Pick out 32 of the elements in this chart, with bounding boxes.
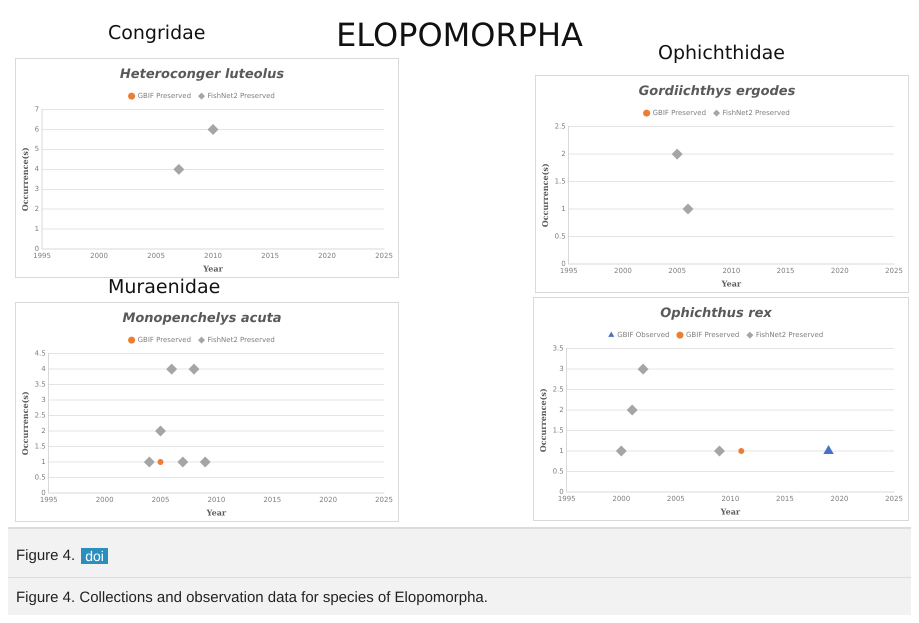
x-axis-title: Year [206,507,227,518]
point [616,446,627,457]
chart-title: Gordiichthys ergodes [638,84,796,100]
caption: Figure 4. Collections and observation data for species of Elopomorpha. [16,589,488,606]
chart-subtitle: Muraenidae [108,276,220,298]
point [177,456,188,468]
y-axis-title: Occurrence(s) [20,147,30,212]
point [166,364,178,375]
chart-subtitle: Ophichthidae [658,42,785,64]
point [638,364,649,375]
text: doi [81,548,108,564]
point [144,456,155,468]
point [626,404,638,416]
chart-subtitle: Congridae [108,22,206,44]
text: Figure 4. [16,547,76,564]
x-axis-title: Year [720,278,742,288]
x-axis-title: Year [720,506,741,516]
point [200,456,211,468]
y-axis-title: Occurrence(s) [20,391,30,456]
point [714,446,725,457]
point [154,426,166,437]
point [157,459,164,466]
point [823,445,834,454]
point [188,364,200,375]
chart-title: Heteroconger luteolus [120,67,284,82]
chart-title: Ophichthus rex [660,306,772,322]
y-axis-title: Occurrence(s) [540,163,550,228]
y-axis-title: Occurrence(s) [538,388,548,452]
text: ELOPOMORPHA [336,16,583,54]
point [738,448,744,454]
x-axis-title: Year [202,263,224,274]
chart-title: Monopenchelys acuta [122,311,282,326]
